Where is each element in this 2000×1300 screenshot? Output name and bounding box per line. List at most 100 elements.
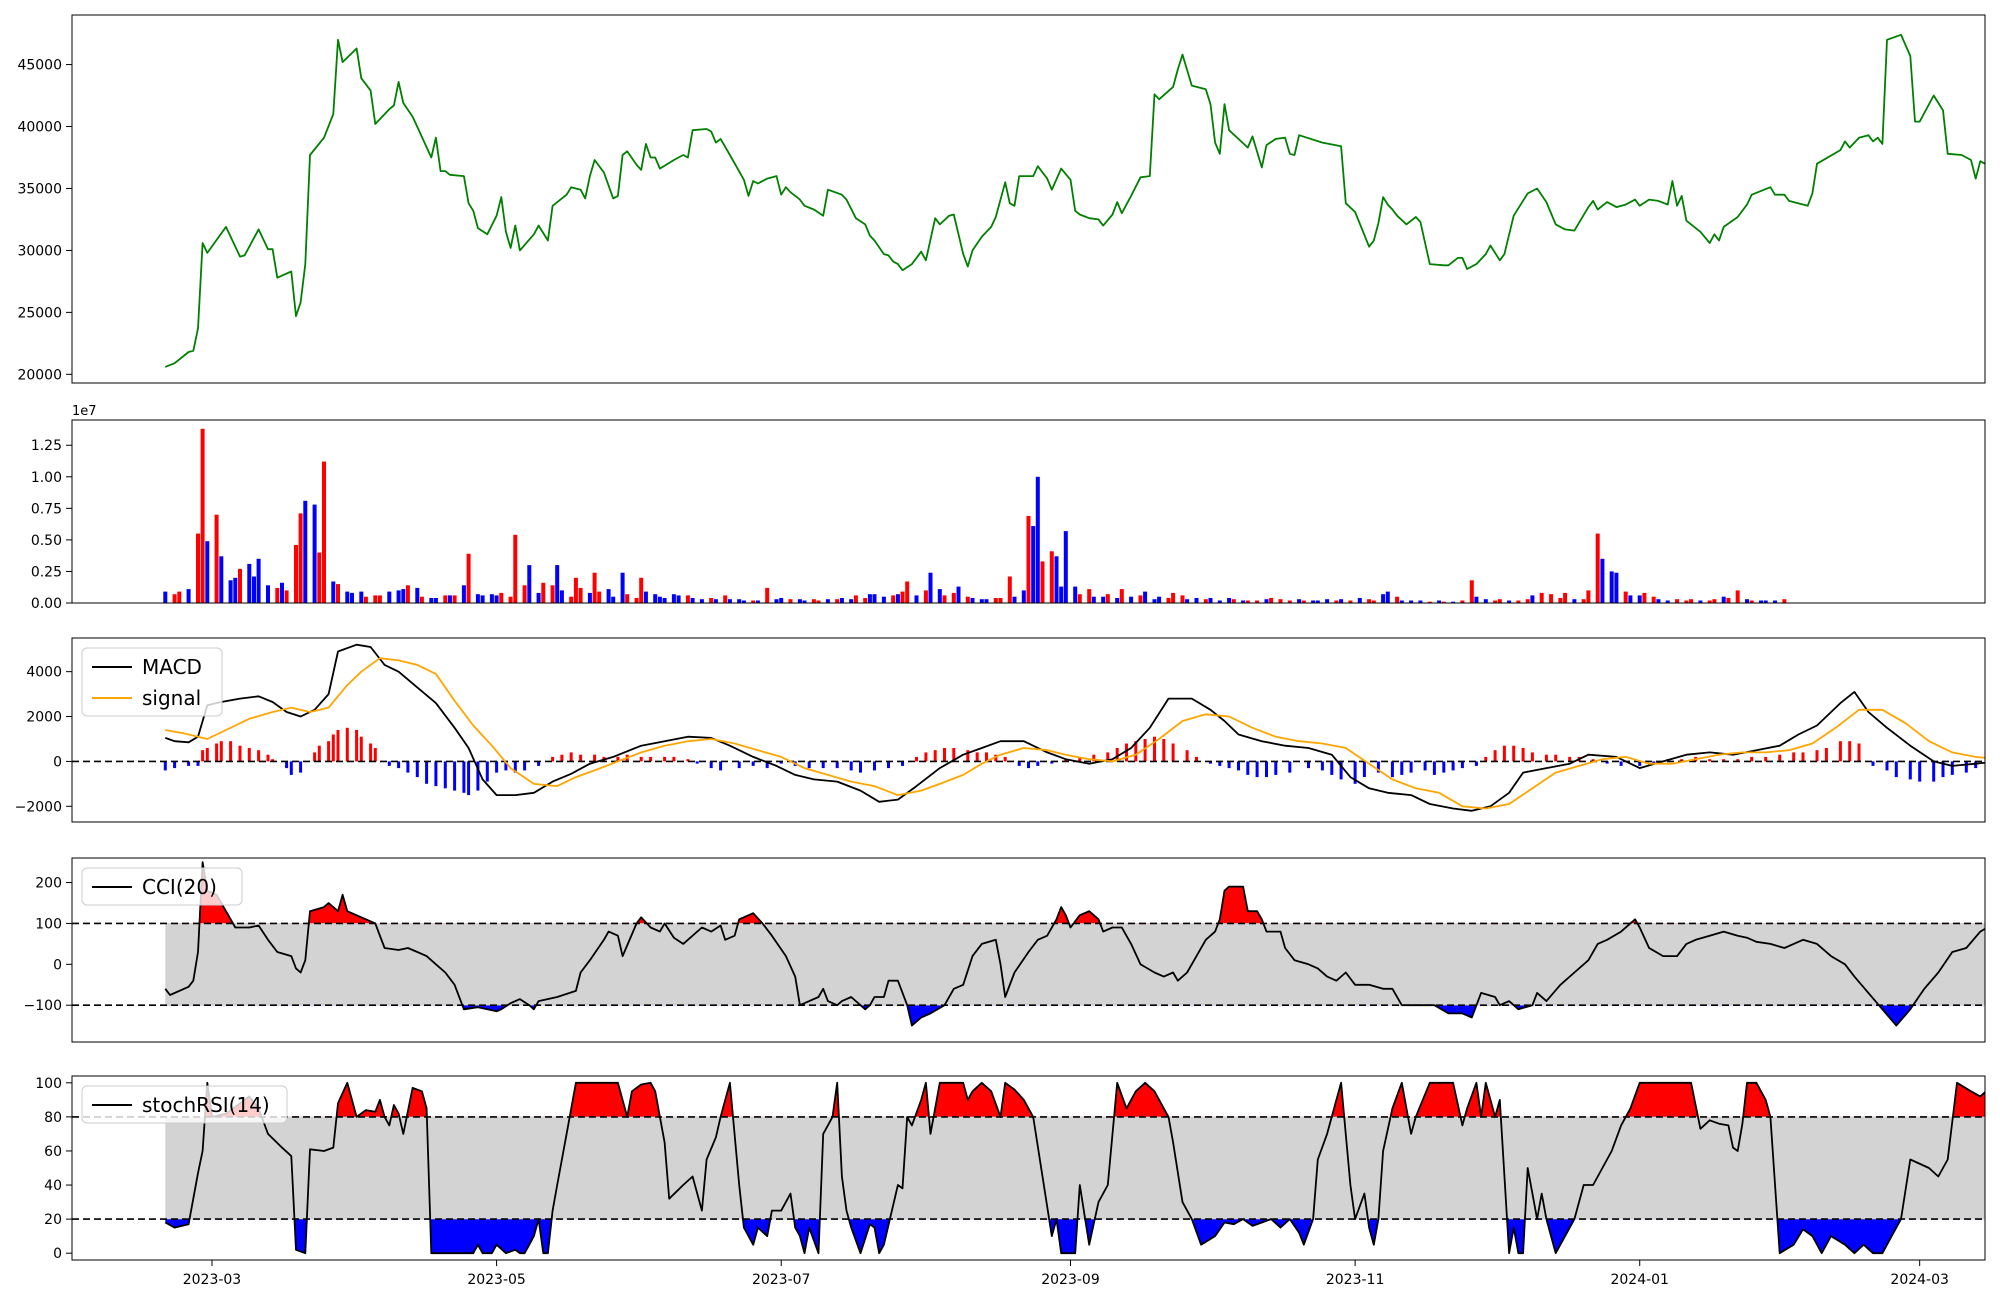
volume-bar [387, 591, 392, 603]
volume-bar [1063, 531, 1068, 603]
macd-histogram-bar [835, 761, 839, 769]
macd-histogram-bar [943, 748, 946, 762]
macd-histogram-bar [1619, 761, 1623, 766]
y-tick-label: 200 [35, 876, 62, 892]
volume-bar [559, 590, 564, 603]
macd-histogram-bar [1736, 759, 1740, 762]
volume-bar [643, 591, 648, 603]
volume-bar [433, 598, 438, 603]
volume-bar [1119, 589, 1124, 603]
macd-histogram-bar [821, 761, 825, 769]
volume-bar [303, 500, 308, 603]
volume-bar [863, 598, 868, 603]
volume-bar [1245, 600, 1250, 603]
y-tick-label: 80 [44, 1110, 62, 1126]
macd-histogram-bar [975, 752, 979, 762]
macd-histogram-bar [495, 761, 499, 773]
volume-bar [1007, 576, 1012, 603]
volume-bar [1385, 591, 1390, 603]
macd-histogram-bar [1838, 741, 1842, 762]
volume-bar [620, 572, 625, 603]
volume-bar [1474, 596, 1479, 603]
volume-bar [1441, 601, 1446, 603]
volume-bar [1091, 596, 1096, 603]
volume-bar [1451, 601, 1456, 603]
volume-bar [1712, 599, 1717, 603]
volume-bar [238, 568, 242, 603]
volume-bar [1241, 600, 1246, 603]
macd-histogram-bar [219, 741, 223, 762]
macd-histogram-bar [1078, 756, 1082, 762]
macd-histogram-bar [1460, 761, 1464, 769]
macd-histogram-bar [1554, 754, 1558, 762]
macd-histogram-bar [1605, 761, 1609, 764]
legend-label: CCI(20) [142, 875, 217, 899]
macd-histogram-bar [327, 741, 331, 762]
macd-histogram-bar [751, 761, 755, 766]
cci-line [164, 861, 1985, 1027]
volume-bar [1460, 600, 1465, 603]
volume-bar [914, 595, 919, 603]
volume-bar [1217, 600, 1222, 603]
macd-histogram-bar [1106, 752, 1110, 762]
macd-histogram-bar [355, 730, 359, 762]
plot-area [163, 428, 1787, 603]
stochrsi-line [164, 1081, 1985, 1255]
volume-bar [942, 595, 947, 603]
macd-histogram-bar [453, 761, 457, 791]
panel-frame [71, 1075, 1986, 1261]
macd-histogram-bar [873, 761, 876, 771]
volume-bar [205, 541, 210, 603]
volume-bar [811, 599, 816, 603]
volume-bar [951, 592, 956, 603]
legend: stochRSI(14) [81, 1085, 288, 1124]
volume-bar [522, 585, 527, 603]
macd-histogram-bar [201, 750, 205, 762]
macd-histogram-bar [639, 756, 643, 762]
macd-histogram-bar [1722, 759, 1726, 762]
y-tick-label: 20000 [17, 367, 62, 383]
panel-frame [71, 14, 1986, 384]
macd-histogram-bar [1512, 745, 1516, 762]
volume-bar [928, 572, 933, 603]
macd-histogram-bar [1530, 752, 1534, 762]
volume-bar [625, 594, 630, 603]
y-tick-label: 25000 [17, 305, 62, 321]
volume-bar [984, 599, 989, 603]
volume-bar [1409, 600, 1414, 603]
macd-histogram-bar [1153, 736, 1156, 762]
macd-histogram-bar [1908, 761, 1912, 780]
volume-bar [429, 598, 434, 603]
volume-bar [1325, 599, 1330, 603]
volume-bar [1348, 600, 1353, 603]
macd-histogram-bar [569, 752, 573, 762]
macd-histogram-bar [1484, 756, 1488, 762]
volume-bar [415, 587, 420, 603]
volume-bar [699, 599, 704, 603]
neutral-band [165, 923, 1985, 1006]
volume-bar [1227, 598, 1232, 603]
macd-histogram-bar [1330, 761, 1334, 775]
macd-histogram-bar [1246, 761, 1250, 775]
macd-histogram-bar [1185, 750, 1189, 762]
y-tick-label: 0.25 [31, 564, 62, 580]
macd-histogram-bar [1125, 743, 1128, 762]
volume-bar [1297, 599, 1302, 603]
macd-histogram-bar [737, 761, 741, 769]
macd-histogram-bar [1792, 752, 1796, 762]
volume-bar [214, 514, 219, 603]
volume-bar [1493, 600, 1498, 603]
macd-histogram-bar [1134, 741, 1138, 762]
macd-histogram-bar [1932, 761, 1936, 782]
macd-histogram-bar [1824, 748, 1828, 762]
volume-bar [895, 594, 900, 603]
macd-histogram-bar [887, 761, 890, 769]
volume-bar [723, 595, 728, 603]
legend-box [81, 1085, 288, 1124]
macd-histogram-bar [924, 752, 928, 762]
volume-bar [489, 594, 494, 603]
overbought-fill [165, 862, 1985, 924]
macd-histogram-bar [336, 730, 340, 762]
